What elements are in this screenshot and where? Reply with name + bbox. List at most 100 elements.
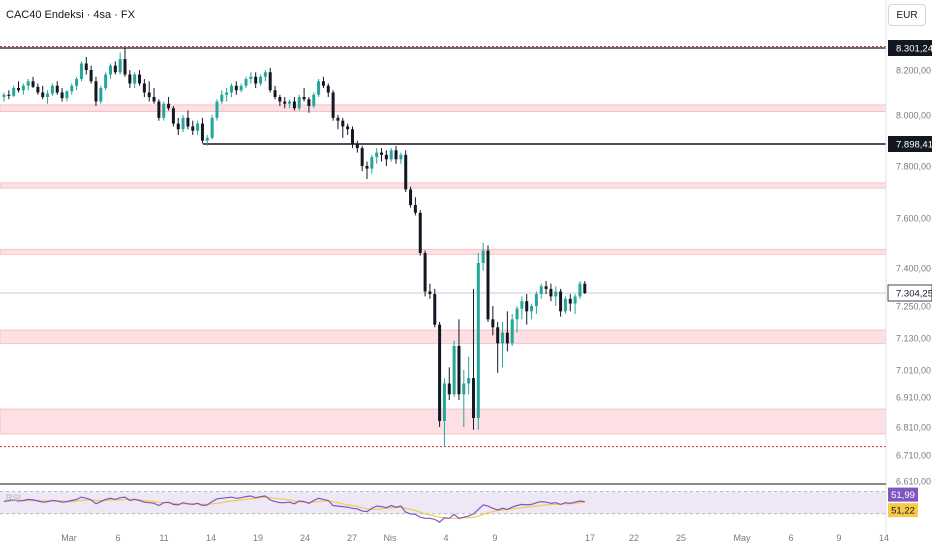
candle-67 — [326, 83, 330, 97]
candle-72 — [350, 126, 354, 149]
candle-78 — [380, 148, 384, 162]
candle-99 — [481, 243, 485, 271]
candle-116 — [563, 296, 567, 314]
candle-7 — [36, 83, 40, 95]
y-tick-label: 7.800,00 — [896, 162, 931, 172]
candle-112 — [544, 281, 548, 295]
candle-100 — [486, 245, 490, 322]
rsi-label: RSI — [6, 493, 22, 503]
candle-113 — [549, 283, 553, 302]
candle-70 — [341, 117, 345, 138]
chart-title: CAC40 Endeksi · 4sa · FX — [6, 9, 135, 21]
candle-41 — [200, 117, 204, 144]
candle-12 — [60, 88, 64, 102]
x-tick-label: 11 — [159, 533, 168, 543]
candle-83 — [404, 150, 408, 192]
candle-8 — [41, 85, 45, 100]
candle-114 — [554, 286, 558, 306]
candle-97 — [471, 288, 475, 430]
zone-2 — [0, 248, 887, 255]
candle-38 — [186, 110, 190, 130]
x-tick-label: Nis — [384, 533, 397, 543]
x-tick-label: 24 — [300, 533, 310, 543]
candle-36 — [176, 117, 180, 135]
candle-55 — [268, 67, 272, 93]
price-label-2: 7.304,25 — [887, 284, 932, 302]
candle-65 — [317, 79, 321, 97]
rsi-ma-line — [4, 496, 585, 519]
candle-66 — [321, 76, 325, 88]
candle-50 — [244, 76, 248, 88]
candle-64 — [312, 92, 316, 109]
candle-104 — [505, 311, 509, 352]
x-tick-label: Mar — [61, 533, 77, 543]
candle-119 — [578, 281, 582, 299]
candle-39 — [191, 120, 195, 135]
candle-52 — [254, 72, 258, 88]
candle-45 — [220, 90, 224, 104]
candle-40 — [196, 120, 200, 135]
candle-108 — [525, 294, 529, 325]
candle-118 — [573, 294, 577, 314]
candle-14 — [70, 83, 74, 95]
candle-49 — [239, 83, 243, 93]
x-tick-label: 4 — [443, 533, 448, 543]
x-tick-label: 14 — [206, 533, 216, 543]
candle-1 — [7, 90, 11, 100]
candle-76 — [370, 154, 374, 174]
candle-82 — [399, 152, 403, 164]
candle-59 — [288, 99, 292, 109]
candle-46 — [225, 88, 229, 102]
y-tick-label: 8.000,00 — [896, 111, 931, 121]
candle-84 — [409, 186, 413, 208]
candle-11 — [55, 81, 59, 95]
candle-92 — [447, 367, 451, 400]
y-tick-label: 6.910,00 — [896, 393, 931, 403]
x-tick-label: 6 — [788, 533, 793, 543]
candles — [2, 48, 587, 447]
rsi-pane: 51,99 51,22 — [0, 487, 918, 523]
candle-69 — [336, 115, 340, 130]
horizontal-levels — [0, 46, 886, 448]
candle-34 — [167, 97, 171, 111]
candle-115 — [559, 288, 563, 317]
y-tick-label: 7.600,00 — [896, 214, 931, 224]
svg-text:51,99: 51,99 — [891, 490, 915, 501]
candle-56 — [273, 85, 277, 100]
candle-68 — [331, 90, 335, 121]
candle-18 — [89, 65, 93, 84]
candle-19 — [94, 76, 98, 106]
candle-10 — [50, 83, 54, 96]
candle-54 — [263, 70, 267, 82]
candle-106 — [515, 306, 519, 333]
x-tick-label: 9 — [492, 533, 497, 543]
candle-44 — [215, 99, 219, 121]
candle-23 — [113, 61, 117, 75]
candle-117 — [568, 294, 572, 312]
currency-button[interactable]: EUR — [888, 4, 926, 26]
zone-1 — [0, 182, 887, 189]
candle-35 — [171, 106, 175, 127]
candle-57 — [278, 94, 282, 106]
candle-102 — [496, 322, 500, 373]
svg-text:7.304,25: 7.304,25 — [896, 289, 932, 300]
candle-16 — [79, 61, 83, 82]
candle-101 — [491, 306, 495, 336]
x-tick-label: 25 — [676, 533, 686, 543]
candle-61 — [297, 94, 301, 111]
x-tick-label: 27 — [347, 533, 357, 543]
rsi-ma-badge: 51,22 — [888, 503, 918, 518]
x-tick-label: 9 — [836, 533, 841, 543]
candle-60 — [292, 97, 296, 111]
svg-text:8.301,24: 8.301,24 — [896, 44, 932, 55]
y-tick-label: 7.400,00 — [896, 264, 931, 274]
candle-63 — [307, 97, 311, 113]
svg-text:7.898,41: 7.898,41 — [896, 140, 932, 151]
candle-94 — [457, 319, 461, 400]
candle-5 — [26, 79, 30, 91]
candle-58 — [283, 97, 287, 109]
candle-47 — [229, 83, 233, 97]
price-label-1: 7.898,41 — [888, 136, 932, 152]
